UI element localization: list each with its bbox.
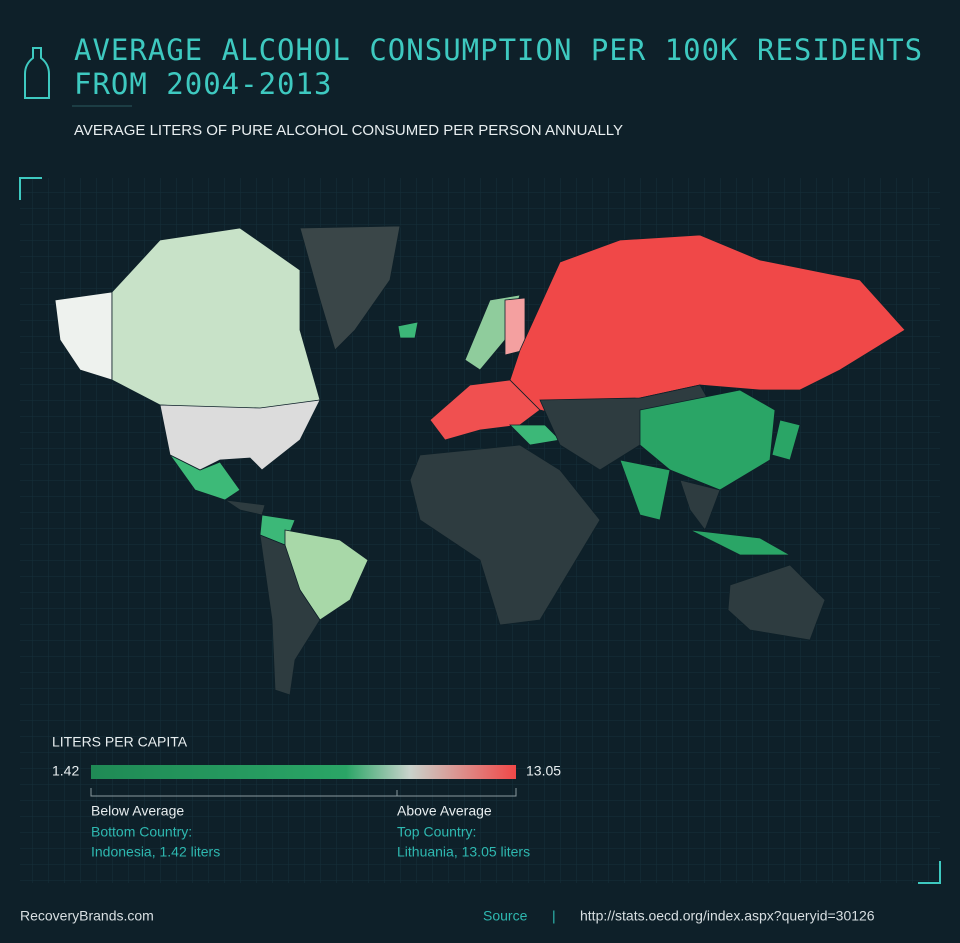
legend-title: LITERS PER CAPITA bbox=[52, 734, 188, 750]
top-country: Lithuania, 13.05 liters bbox=[397, 844, 530, 860]
mexico bbox=[169, 454, 241, 501]
greenland bbox=[299, 225, 401, 351]
india bbox=[619, 459, 671, 521]
south-cone bbox=[259, 534, 321, 696]
canada bbox=[111, 227, 321, 411]
indonesia bbox=[689, 529, 792, 556]
scale-bracket bbox=[90, 788, 517, 797]
top-label: Top Country: bbox=[397, 824, 476, 840]
legend-min: 1.42 bbox=[52, 763, 79, 779]
australia bbox=[727, 564, 826, 641]
source-url[interactable]: http://stats.oecd.org/index.aspx?queryid… bbox=[580, 908, 875, 924]
above-label: Above Average bbox=[397, 803, 492, 819]
corner bbox=[19, 177, 42, 200]
japan bbox=[771, 419, 801, 461]
color-scale bbox=[91, 765, 516, 779]
below-label: Below Average bbox=[91, 803, 184, 819]
brand: RecoveryBrands.com bbox=[20, 908, 154, 924]
bottom-label: Bottom Country: bbox=[91, 824, 192, 840]
alaska bbox=[54, 291, 113, 381]
separator: | bbox=[552, 908, 556, 924]
corner bbox=[918, 861, 941, 884]
china bbox=[639, 389, 776, 491]
se-asia bbox=[679, 479, 721, 531]
bottle-icon bbox=[24, 47, 50, 99]
bottom-country: Indonesia, 1.42 liters bbox=[91, 844, 220, 860]
subtitle: AVERAGE LITERS OF PURE ALCOHOL CONSUMED … bbox=[74, 122, 623, 139]
legend-max: 13.05 bbox=[526, 763, 561, 779]
world-map bbox=[54, 225, 906, 696]
iceland bbox=[397, 321, 419, 339]
source-label: Source bbox=[483, 908, 528, 924]
africa bbox=[409, 444, 601, 626]
title-line: AVERAGE ALCOHOL CONSUMPTION PER 100K RES… bbox=[74, 33, 923, 67]
title-line: FROM 2004-2013 bbox=[74, 67, 332, 101]
